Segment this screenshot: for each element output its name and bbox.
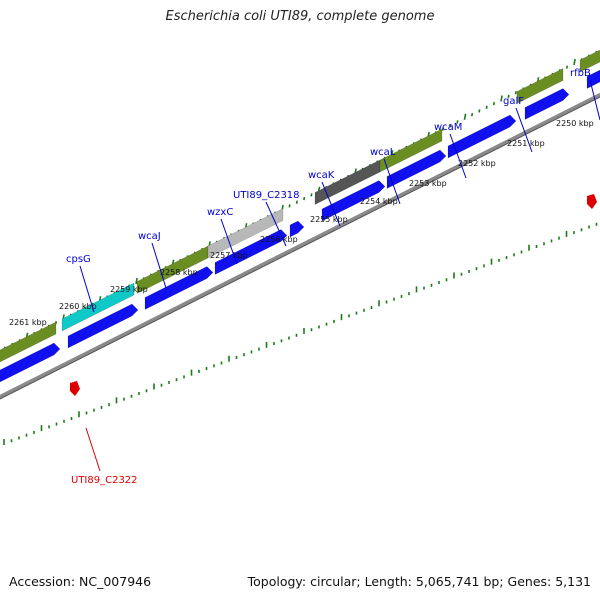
feature-olive xyxy=(579,49,600,73)
outer-tick xyxy=(478,109,481,113)
outer-tick xyxy=(135,277,138,285)
feature-cyan xyxy=(61,282,135,332)
gene-leader-line xyxy=(265,201,287,247)
cds-arrow xyxy=(0,342,61,383)
gene-label: rfbB xyxy=(570,68,591,79)
cds-arrow xyxy=(144,266,214,310)
backbone-line xyxy=(0,92,600,400)
cds-arrow xyxy=(67,303,139,349)
gene-leader-line xyxy=(449,133,467,179)
backbone-edge xyxy=(0,96,600,400)
outer-tick xyxy=(573,58,576,66)
ruler-label: 2250 kbp xyxy=(556,119,594,128)
gene-leader-line xyxy=(383,158,401,205)
outer-tick xyxy=(441,127,444,131)
outer-tick xyxy=(471,112,474,117)
outer-tick xyxy=(310,193,313,197)
gene-label: galF xyxy=(503,96,524,107)
gene-leader-line xyxy=(85,427,101,472)
gene-label: wcaK xyxy=(308,170,335,181)
ruler-label: 2260 kbp xyxy=(59,302,97,311)
ruler-label: 2253 kbp xyxy=(409,179,447,188)
red-marker xyxy=(587,194,597,209)
gene-label: UTI89_C2322 xyxy=(71,475,138,486)
cds-arrow xyxy=(524,88,570,120)
gene-leader-line xyxy=(79,265,95,313)
gene-leader-line xyxy=(321,181,341,227)
outer-tick xyxy=(463,113,467,120)
outer-tick xyxy=(303,196,306,201)
map-title: Escherichia coli UTI89, complete genome xyxy=(165,9,435,24)
ruler-label: 2256 kbp xyxy=(260,235,298,244)
cds-track xyxy=(0,69,600,383)
gene-label: wzxC xyxy=(207,207,233,218)
backbone-line xyxy=(0,92,600,400)
cds-arrow xyxy=(386,149,447,189)
accession-text: Accession: NC_007946 xyxy=(9,574,152,589)
gene-leader-line xyxy=(589,79,600,121)
outer-tick xyxy=(500,95,503,102)
ruler-label: 2254 kbp xyxy=(360,197,398,206)
ruler-label: 2261 kbp xyxy=(9,318,47,327)
outer-tick xyxy=(449,123,452,128)
feature-track xyxy=(0,49,600,363)
feature-olive xyxy=(0,321,57,363)
gene-label: wcaJ xyxy=(138,231,161,242)
outer-tick xyxy=(507,94,510,98)
gene-leader-line xyxy=(220,218,238,265)
outer-tick xyxy=(492,102,496,106)
ruler-labels: 2250 kbp 2251 kbp 2252 kbp 2253 kbp 2254 kbp… xyxy=(9,119,594,327)
outer-tick xyxy=(514,91,517,95)
inner-tick-track xyxy=(3,222,598,445)
gene-label: wcaM xyxy=(434,122,462,133)
outer-tick xyxy=(288,204,291,208)
red-marker xyxy=(70,381,80,396)
cds-arrow xyxy=(447,114,517,159)
outer-tick xyxy=(295,200,298,204)
cds-arrow xyxy=(321,180,386,222)
ruler-label: 2251 kbp xyxy=(507,139,545,148)
ruler-label: 2255 kbp xyxy=(310,215,348,224)
ruler-label: 2259 kbp xyxy=(110,285,148,294)
ruler-label: 2258 kbp xyxy=(160,268,198,277)
outer-tick xyxy=(485,105,488,109)
gene-label: UTI89_C2318 xyxy=(233,190,300,201)
feature-olive xyxy=(516,68,564,104)
outer-tick xyxy=(456,120,459,124)
ruler-label: 2257 kbp xyxy=(210,251,248,260)
ruler-label: 2252 kbp xyxy=(458,159,496,168)
genome-summary-text: Topology: circular; Length: 5,065,741 bp… xyxy=(247,574,591,589)
gene-label: cpsG xyxy=(66,254,91,265)
cds-arrow xyxy=(586,69,600,89)
gene-label: wcaL xyxy=(370,147,396,158)
cds-arrow xyxy=(289,220,305,238)
feature-olive xyxy=(379,128,443,173)
gene-leader-line xyxy=(515,107,533,153)
feature-gray-light xyxy=(207,208,284,259)
cds-arrow xyxy=(214,229,288,275)
marker-track xyxy=(70,194,597,396)
gene-leader-line xyxy=(151,242,167,289)
outer-tick xyxy=(565,65,569,69)
